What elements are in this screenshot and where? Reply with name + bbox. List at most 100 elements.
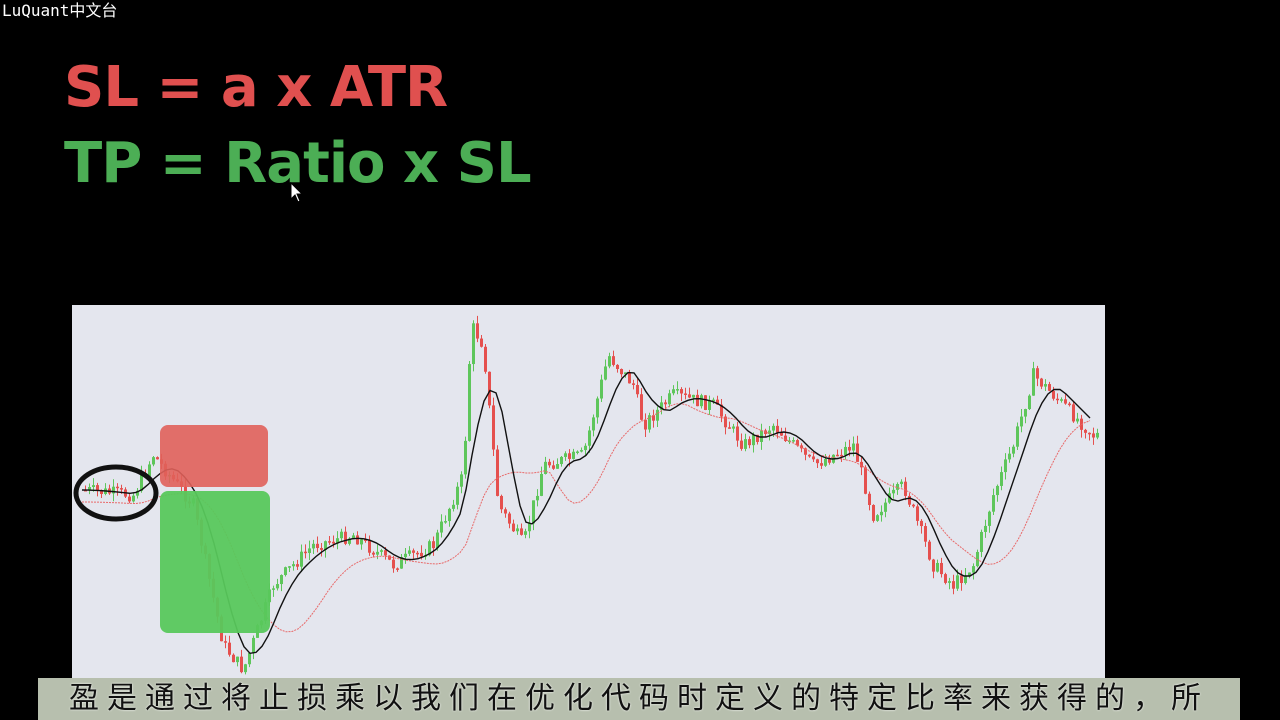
candle-body (640, 394, 643, 420)
candle-body (880, 511, 883, 516)
candle-body (604, 366, 607, 380)
candle-body (524, 531, 527, 535)
candle-body (568, 453, 571, 459)
candle-body (712, 399, 715, 402)
candle-body (284, 567, 287, 576)
candle-body (924, 526, 927, 542)
candle-body (1092, 433, 1095, 438)
candle-body (960, 575, 963, 584)
candle-body (276, 584, 279, 589)
candle-body (304, 551, 307, 554)
candle-body (672, 389, 675, 394)
candle-body (580, 450, 583, 452)
candle-body (596, 398, 599, 418)
candle-body (496, 449, 499, 496)
candle-body (824, 459, 827, 466)
candle-body (648, 415, 651, 430)
candle-body (248, 652, 251, 665)
candle-body (752, 434, 755, 446)
candle-body (1008, 453, 1011, 460)
candle-body (636, 384, 639, 395)
candle-body (1024, 409, 1027, 417)
candle-body (608, 356, 611, 367)
candle-body (116, 486, 119, 489)
candle-body (400, 557, 403, 569)
subtitle-caption: 盈是通过将止损乘以我们在优化代码时定义的特定比率来获得的，所 (38, 678, 1240, 720)
candle-body (792, 440, 795, 442)
candle-body (920, 520, 923, 527)
candle-body (364, 539, 367, 541)
candle-body (308, 548, 311, 553)
candle-body (320, 548, 323, 550)
candle-body (1096, 432, 1099, 438)
candle-body (1032, 368, 1035, 396)
candle-body (584, 445, 587, 451)
candle-body (976, 551, 979, 567)
candle-body (744, 439, 747, 449)
candle-body (280, 575, 283, 585)
candle-body (848, 446, 851, 451)
candle-body (812, 456, 815, 460)
candle-body (600, 379, 603, 399)
candle-body (724, 416, 727, 428)
candle-body (548, 461, 551, 466)
candle-body (384, 550, 387, 556)
candle-body (984, 525, 987, 532)
candle-body (616, 364, 619, 369)
candle-body (340, 531, 343, 539)
candle-body (796, 440, 799, 446)
candle-body (1020, 416, 1023, 427)
candle-body (540, 473, 543, 496)
candle-body (476, 323, 479, 339)
candle-body (376, 551, 379, 555)
candle-body (368, 540, 371, 553)
candle-body (556, 464, 559, 469)
candle-body (480, 338, 483, 347)
candle-body (908, 495, 911, 505)
candle-body (312, 543, 315, 549)
candle-body (352, 535, 355, 539)
candle-body (952, 581, 955, 589)
candle-body (940, 562, 943, 575)
candle-body (152, 457, 155, 465)
fast-moving-average-line (81, 371, 1091, 655)
candle-body (644, 419, 647, 430)
candle-body (628, 372, 631, 384)
candle-body (728, 427, 731, 429)
candle-body (820, 463, 823, 466)
candle-body (240, 656, 243, 673)
candle-body (932, 559, 935, 572)
candle-body (996, 485, 999, 496)
candle-body (156, 457, 159, 460)
candle-body (592, 417, 595, 431)
candle-body (112, 486, 115, 494)
candle-body (964, 575, 967, 584)
candle-body (564, 453, 567, 457)
candle-body (224, 641, 227, 643)
price-chart (72, 305, 1105, 685)
candle-body (132, 495, 135, 502)
candle-body (668, 393, 671, 405)
candle-body (328, 541, 331, 543)
candle-body (468, 364, 471, 441)
candle-body (552, 465, 555, 469)
candle-body (1036, 368, 1039, 379)
candle-body (1052, 390, 1055, 399)
candle-body (748, 439, 751, 446)
candle-body (844, 446, 847, 456)
candle-body (864, 467, 867, 494)
candle-body (520, 528, 523, 535)
mouse-cursor-icon (290, 182, 304, 203)
candle-body (1004, 459, 1007, 473)
candle-body (508, 513, 511, 524)
candle-body (696, 394, 699, 407)
candle-body (708, 400, 711, 410)
candle-body (936, 562, 939, 572)
candle-body (804, 448, 807, 455)
candle-body (1056, 398, 1059, 401)
candle-body (980, 531, 983, 552)
candle-body (1064, 399, 1067, 404)
candle-body (688, 394, 691, 398)
candle-body (500, 495, 503, 510)
candle-body (388, 555, 391, 560)
